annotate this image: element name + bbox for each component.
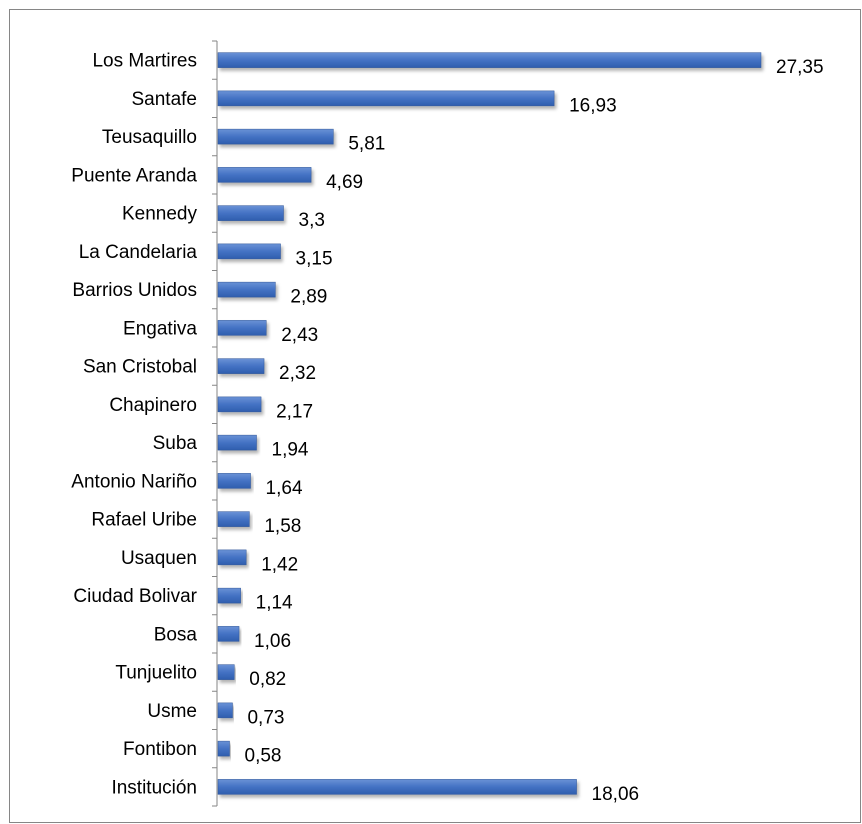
category-axis [212,40,218,807]
category-label: Los Martires [92,51,197,72]
bar [217,205,284,221]
data-label: 5,81 [348,134,385,155]
bar [217,52,762,68]
data-label: 1,42 [261,554,298,575]
data-label: 27,35 [776,57,824,78]
bar [217,587,241,604]
bar [217,90,555,107]
category-label: Teusaquillo [102,127,197,148]
bar [217,626,240,642]
data-label: 1,06 [254,631,291,652]
bar [217,702,233,719]
category-label: Bosa [154,624,198,645]
data-label: 16,93 [569,95,617,116]
data-label: 2,32 [279,363,316,384]
category-label: Usaquen [121,548,197,569]
bar-series [217,52,762,795]
bar [217,511,250,527]
category-label: Chapinero [109,395,197,416]
category-label: Barrios Unidos [72,280,197,301]
category-label: Puente Aranda [71,165,197,186]
data-label: 2,89 [290,287,327,308]
data-label: 2,43 [281,325,318,346]
data-label: 3,15 [296,248,333,269]
category-label: San Cristobal [83,357,197,378]
bar [217,281,276,298]
bar [217,473,251,489]
category-label: Tunjuelito [115,663,197,684]
category-label: Usme [147,701,197,722]
category-label: Suba [153,433,198,454]
bar [217,740,230,757]
category-label: Santafe [132,89,198,110]
data-label: 4,69 [326,172,363,193]
data-label: 3,3 [299,210,325,231]
data-label: 1,58 [264,516,301,537]
bar [217,243,281,260]
bar [217,396,262,413]
category-label: Ciudad Bolivar [73,586,197,607]
bar [217,358,265,374]
bar [217,664,235,680]
bar [217,779,577,795]
bar [217,434,257,451]
category-label: Kennedy [122,204,198,225]
bar-chart: Los Martires 27,35 Santafe 16,93 Teusaquillo… [71,40,824,807]
bar [217,167,312,183]
data-label: 1,14 [256,593,293,614]
data-label: 0,58 [245,746,282,767]
category-label: Antonio Nariño [71,471,197,492]
chart-frame: Los Martires 27,35 Santafe 16,93 Teusaquillo… [9,9,861,823]
data-label: 1,94 [272,440,309,461]
category-label: Rafael Uribe [91,510,197,531]
data-label: 1,64 [266,478,303,499]
bar [217,549,247,566]
data-label: 18,06 [592,784,640,805]
label-layer: Los Martires 27,35 Santafe 16,93 Teusaquillo… [71,51,823,805]
bar [217,320,267,336]
data-label: 0,73 [247,707,284,728]
bar [217,128,334,145]
category-label: Fontibon [123,739,197,760]
category-label: La Candelaria [79,242,198,263]
category-label: Engativa [123,318,197,339]
data-label: 2,17 [276,401,313,422]
category-label: Institución [111,777,197,798]
data-label: 0,82 [249,669,286,690]
